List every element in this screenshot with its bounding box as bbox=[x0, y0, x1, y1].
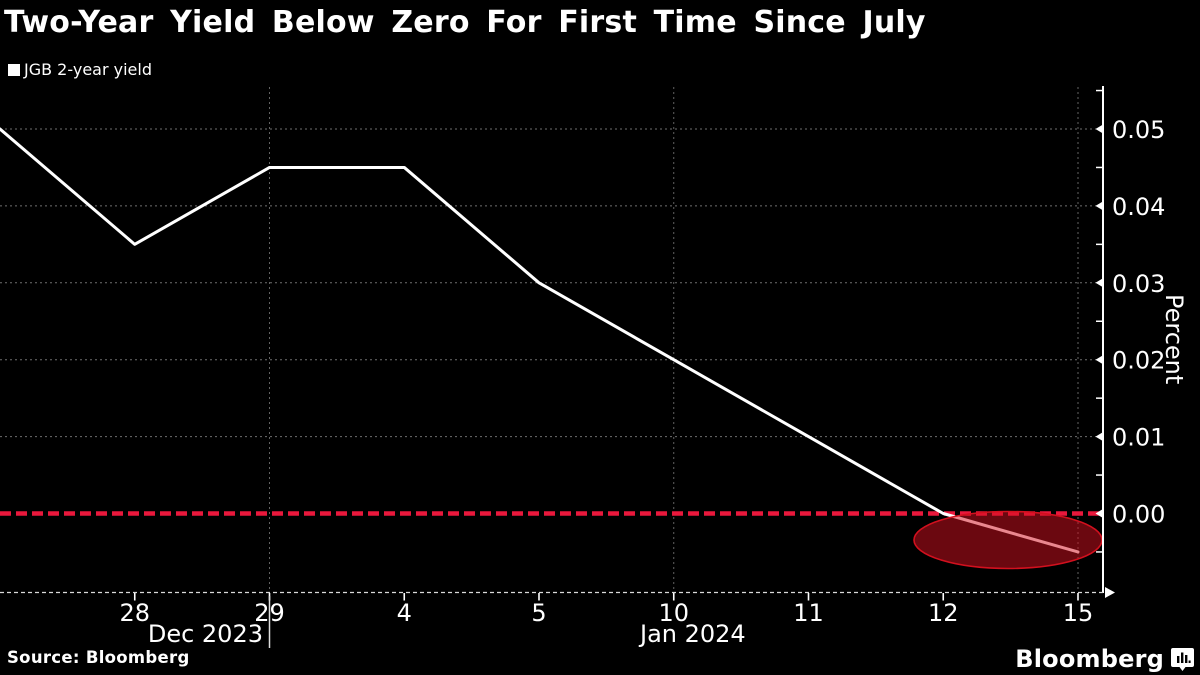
bloomberg-logo: Bloomberg bbox=[1015, 645, 1194, 673]
y-tick-label: 0.01 bbox=[1112, 424, 1165, 452]
y-tick-label: 0.02 bbox=[1112, 347, 1165, 375]
y-axis-title: Percent bbox=[1160, 294, 1188, 385]
x-axis-month-label-dec: Dec 2023 bbox=[147, 620, 263, 648]
legend-label: JGB 2-year yield bbox=[24, 60, 152, 79]
below-zero-highlight-ellipse bbox=[913, 510, 1103, 570]
y-major-tick bbox=[1095, 355, 1103, 365]
yield-line bbox=[0, 127, 1080, 554]
y-tick-label: 0.05 bbox=[1112, 116, 1165, 144]
page-title: Two-Year Yield Below Zero For First Time… bbox=[4, 5, 926, 40]
x-tick-label: 12 bbox=[928, 599, 959, 627]
x-tick-label: 15 bbox=[1063, 599, 1094, 627]
legend-swatch-icon bbox=[8, 63, 20, 76]
y-tick-label: 0.00 bbox=[1112, 501, 1165, 529]
x-axis-month-label-jan: Jan 2024 bbox=[640, 620, 746, 648]
x-tick-label: 4 bbox=[397, 599, 412, 627]
legend: JGB 2-year yield bbox=[8, 60, 152, 79]
y-major-tick bbox=[1095, 432, 1103, 442]
y-major-tick bbox=[1095, 278, 1103, 288]
x-axis-arrow bbox=[1105, 587, 1115, 598]
source-note: Source: Bloomberg bbox=[7, 648, 190, 667]
y-major-tick bbox=[1095, 201, 1103, 211]
y-major-tick bbox=[1095, 124, 1103, 134]
x-tick-label: 10 bbox=[658, 599, 689, 627]
bloomberg-bars-icon bbox=[1171, 647, 1194, 671]
x-tick-label: 11 bbox=[793, 599, 824, 627]
y-major-tick bbox=[1095, 509, 1103, 518]
y-tick-label: 0.04 bbox=[1112, 193, 1165, 221]
y-tick-label: 0.03 bbox=[1112, 270, 1165, 298]
x-tick-label: 5 bbox=[531, 599, 546, 627]
bloomberg-wordmark: Bloomberg bbox=[1015, 645, 1164, 673]
x-tick-label: 28 bbox=[119, 599, 150, 627]
